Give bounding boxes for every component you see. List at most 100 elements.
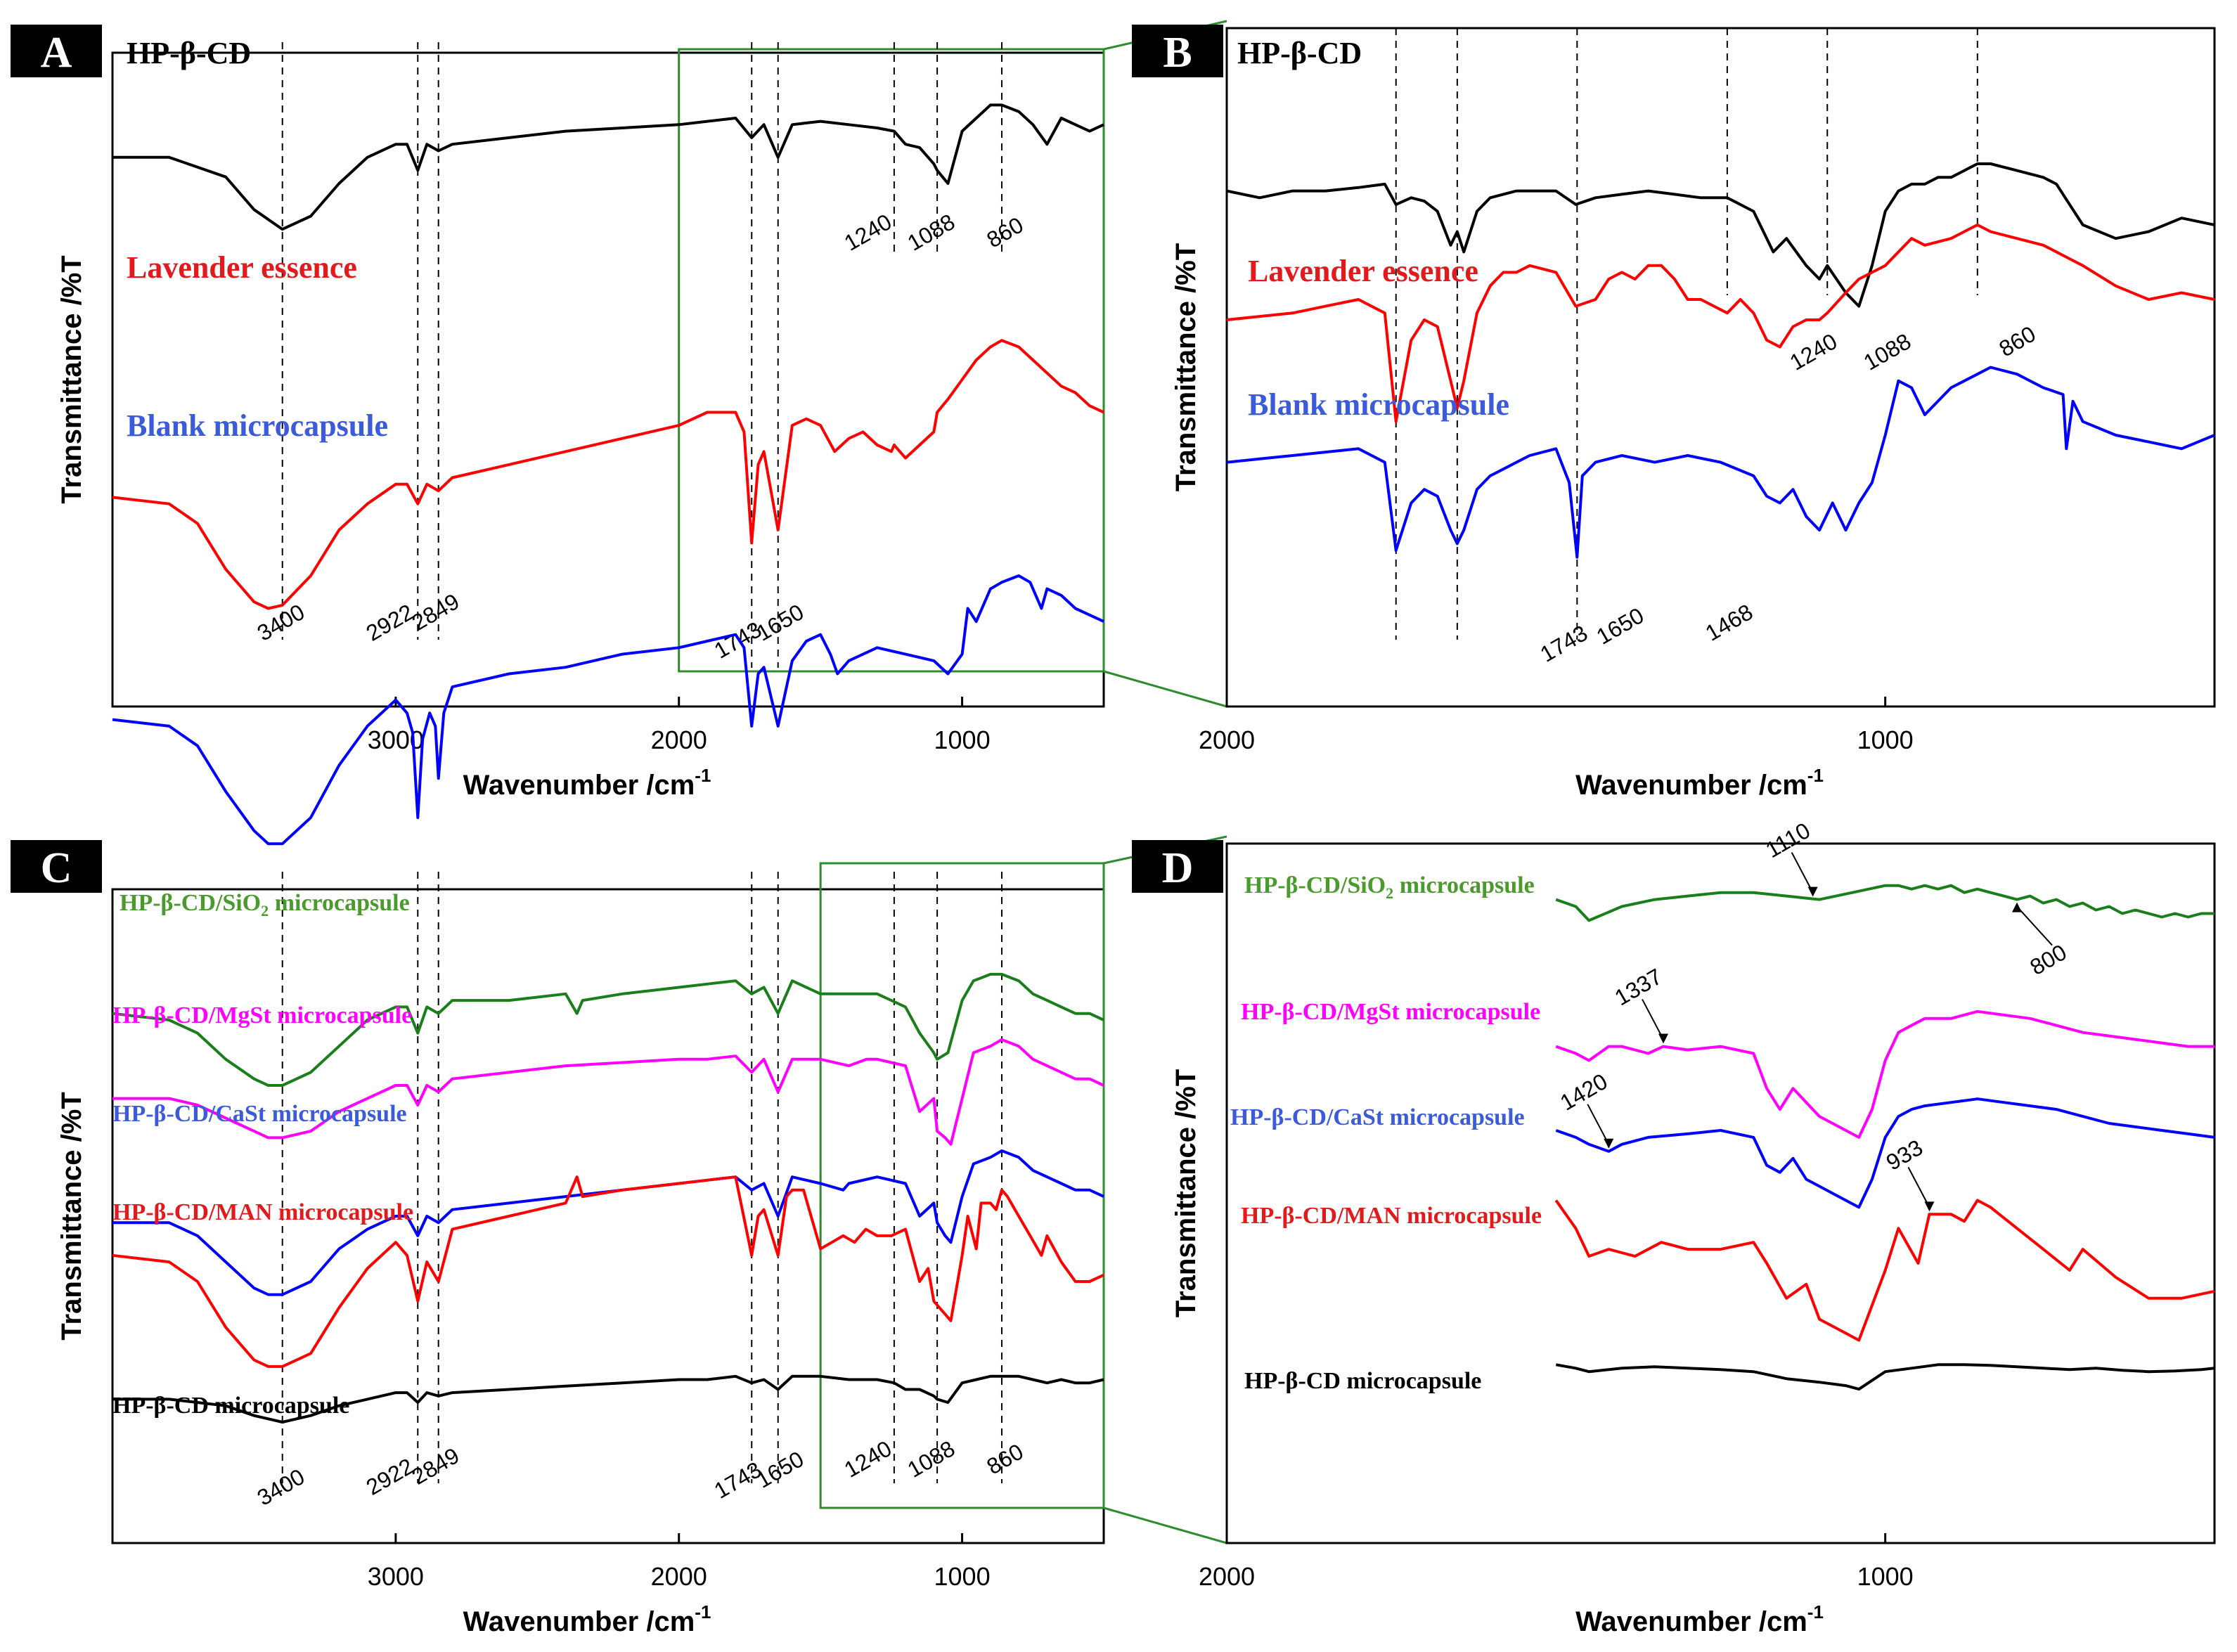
series-label: Blank microcapsule <box>1248 387 1509 422</box>
x-tick-label: 2000 <box>651 725 707 754</box>
series-label: HP-β-CD microcapsule <box>1244 1368 1481 1394</box>
panel-letter: A <box>41 29 72 77</box>
peak-label: 1240 <box>1786 328 1842 375</box>
x-tick-label: 2000 <box>1199 1562 1255 1591</box>
series-line <box>112 574 1104 846</box>
annotation-label: 1420 <box>1556 1069 1612 1116</box>
x-axis-label-superscript: -1 <box>1807 1601 1824 1622</box>
x-tick-label: 1000 <box>1857 1562 1914 1591</box>
peak-label: 2849 <box>408 588 464 635</box>
series-label: HP-β-CD/SiO2 microcapsule <box>1244 872 1535 902</box>
series-label-part: microcapsule <box>269 890 410 916</box>
y-axis-label: Transmittance /%T <box>56 1092 87 1340</box>
x-axis-label: Wavenumber /cm-1 <box>1575 1601 1824 1637</box>
series-line <box>112 1175 1104 1368</box>
series-line <box>112 1374 1104 1424</box>
series-label-subscript: 2 <box>1386 884 1393 902</box>
panel-letter: D <box>1162 844 1194 892</box>
x-tick-label: 1000 <box>1857 725 1914 754</box>
series-label-part: HP-β-CD/SiO <box>120 890 261 916</box>
x-tick-label: 1000 <box>934 725 991 754</box>
panel-d: D 2000 1000 Wavenumber /cm-1 Transmittance /… <box>1132 818 2216 1637</box>
series-label: HP-β-CD/MAN microcapsule <box>1241 1203 1542 1229</box>
series-label: HP-β-CD microcapsule <box>112 1393 349 1419</box>
peak-label: 860 <box>982 212 1027 253</box>
zoom-connector <box>1103 1506 1227 1544</box>
series-label: HP-β-CD <box>1237 36 1362 70</box>
x-tick-label: 1000 <box>934 1562 991 1591</box>
series-label-subscript: 2 <box>261 902 269 919</box>
panel-b: B 2000 1000 Wavenumber /cm-1 Transmittance /… <box>1132 25 2216 801</box>
x-axis-label: Wavenumber /cm-1 <box>463 1601 711 1637</box>
series-line <box>112 1149 1104 1296</box>
series-label: HP-β-CD/SiO2 microcapsule <box>120 890 410 919</box>
series-label: HP-β-CD/MAN microcapsule <box>112 1199 413 1225</box>
peak-label: 1650 <box>752 1446 808 1493</box>
peak-label: 2849 <box>408 1443 464 1490</box>
panel-letter-bg <box>1132 25 1223 77</box>
x-tick-label: 3000 <box>368 725 424 754</box>
y-axis-label: Transmittance /%T <box>1171 1069 1201 1317</box>
series-line <box>112 972 1104 1087</box>
series-line <box>1555 884 2215 922</box>
panel-a: A 3000 2000 1000 Wavenumber /cm-1 Transmittan… <box>11 20 1227 846</box>
x-axis-label-superscript: -1 <box>695 1601 711 1622</box>
peak-label: 1650 <box>752 599 808 646</box>
panel-letter-bg <box>1132 840 1223 893</box>
annotation-label: 1110 <box>1761 818 1814 863</box>
series-label: HP-β-CD/MgSt microcapsule <box>1241 999 1540 1025</box>
panel-letter-bg <box>11 25 102 77</box>
peak-label: 1240 <box>840 209 896 256</box>
peak-label: 1743 <box>1536 620 1592 667</box>
annotation-arrow <box>1907 1166 1930 1208</box>
series-line <box>1555 1009 2215 1139</box>
peak-label: 1650 <box>1592 602 1649 650</box>
annotation-arrowhead <box>1604 1138 1614 1149</box>
x-axis-label: Wavenumber /cm-1 <box>1575 765 1824 801</box>
peak-label: 2922 <box>362 599 418 646</box>
x-tick-label: 3000 <box>368 1562 424 1591</box>
series-line <box>1555 1363 2215 1391</box>
zoom-box <box>819 862 1105 1509</box>
y-axis-label: Transmittance /%T <box>1171 243 1201 491</box>
x-tick-label: 2000 <box>1199 725 1255 754</box>
annotation-arrowhead <box>1924 1201 1935 1212</box>
series-label-part: HP-β-CD/SiO <box>1244 872 1386 898</box>
series-label-part: microcapsule <box>1393 872 1535 898</box>
annotation-arrow <box>1587 1104 1610 1145</box>
annotation-arrowhead <box>2012 902 2022 912</box>
panel-letter: B <box>1163 29 1192 77</box>
x-axis-label-superscript: -1 <box>695 765 711 786</box>
series-line <box>112 103 1104 231</box>
annotation-arrow <box>1642 999 1664 1040</box>
annotation-label: 933 <box>1882 1135 1927 1175</box>
peak-label: 1240 <box>840 1435 896 1483</box>
series-label: Blank microcapsule <box>127 408 388 443</box>
peak-label: 860 <box>1994 321 2039 362</box>
zoom-connector <box>1103 670 1227 708</box>
series-line <box>1554 1199 2215 1342</box>
peak-label: 1088 <box>1859 328 1916 375</box>
series-label: HP-β-CD <box>127 36 251 70</box>
panel-letter: C <box>41 844 72 892</box>
series-line <box>112 1038 1104 1146</box>
zoom-box <box>678 48 1105 673</box>
x-tick-label: 2000 <box>651 1562 707 1591</box>
peak-label: 3400 <box>253 1464 309 1511</box>
x-axis-label-superscript: -1 <box>1807 765 1824 786</box>
plot-frame <box>1225 27 2216 708</box>
annotation-label: 800 <box>2025 939 2070 980</box>
peak-label: 1468 <box>1701 599 1758 646</box>
x-axis-label: Wavenumber /cm-1 <box>463 765 711 801</box>
series-label: Lavender essence <box>127 250 357 285</box>
peak-label: 1088 <box>903 209 960 256</box>
series-line <box>1226 366 2215 559</box>
plot-frame <box>1225 842 2216 1544</box>
series-label: Lavender essence <box>1248 254 1478 288</box>
y-axis-label: Transmittance /%T <box>56 255 87 503</box>
panel-letter-bg <box>11 840 102 893</box>
series-line <box>1555 1097 2215 1209</box>
series-line <box>1226 223 2215 423</box>
plot-frame <box>111 51 1105 708</box>
